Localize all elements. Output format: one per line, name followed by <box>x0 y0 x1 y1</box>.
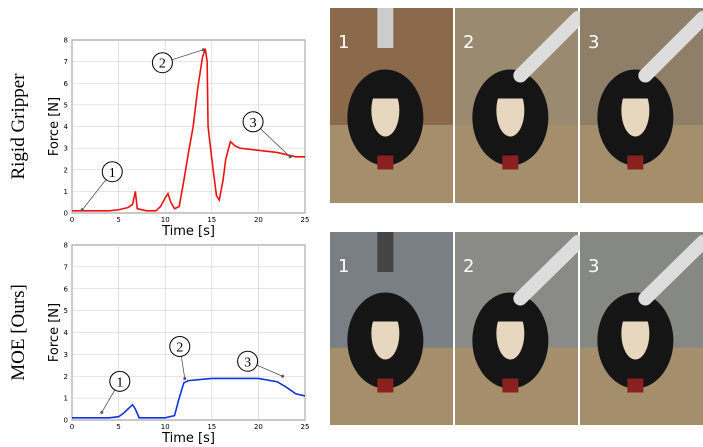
x-tick-label: 25 <box>301 423 310 431</box>
x-tick-label: 5 <box>116 216 120 224</box>
photo-label: 1 <box>338 32 349 53</box>
x-tick-label: 10 <box>161 216 170 224</box>
y-tick-label: 2 <box>64 166 68 174</box>
annotation-label: 2 <box>176 340 183 355</box>
annotation-dot <box>281 374 285 378</box>
annotation-circle <box>237 350 259 372</box>
photo-label: 3 <box>588 32 599 53</box>
x-axis-label: Time [s] <box>161 224 215 239</box>
y-tick-label: 1 <box>64 188 68 196</box>
x-tick-label: 25 <box>301 216 310 224</box>
robot-arm <box>638 11 703 83</box>
y-tick-label: 0 <box>64 417 68 425</box>
annotation-dot <box>100 410 104 414</box>
x-tick-label: 0 <box>70 423 74 431</box>
y-tick-label: 4 <box>64 123 69 131</box>
stand <box>627 155 644 170</box>
stand <box>502 155 519 170</box>
line <box>72 377 306 419</box>
x-tick-label: 20 <box>254 423 263 431</box>
fringe <box>619 303 652 322</box>
fringe <box>494 80 527 99</box>
y-tick-label: 7 <box>64 58 68 66</box>
gripper <box>377 8 394 48</box>
fringe <box>369 80 402 99</box>
robot-arm <box>513 11 585 83</box>
annotation-dot <box>288 155 292 159</box>
stand <box>502 378 519 393</box>
fringe <box>369 303 402 322</box>
x-tick-label: 20 <box>254 216 263 224</box>
y-tick-label: 7 <box>64 263 68 271</box>
photo-label: 2 <box>463 256 474 277</box>
annotation-label: 1 <box>109 166 116 181</box>
y-tick-label: 3 <box>64 145 68 153</box>
y-tick-label: 5 <box>64 101 68 109</box>
y-tick-label: 5 <box>64 307 68 315</box>
photo-label: 3 <box>588 256 599 277</box>
robot-arm <box>513 235 585 306</box>
line <box>72 48 305 212</box>
annotation-label: 1 <box>116 375 123 390</box>
annotation-dot <box>183 376 187 380</box>
annotation-dot <box>201 48 205 52</box>
row-label: MOE [Ours] <box>8 284 29 381</box>
annotation-circle <box>151 52 173 74</box>
stand <box>377 378 394 393</box>
annotation-circle <box>101 161 123 183</box>
stand <box>377 155 394 170</box>
photos: 1 2 3 1 2 3 <box>330 8 703 425</box>
x-tick-label: 5 <box>116 423 120 431</box>
annotation-label: 3 <box>250 116 257 131</box>
stand <box>627 378 644 393</box>
x-tick-label: 10 <box>161 423 170 431</box>
y-tick-label: 8 <box>64 37 68 45</box>
y-tick-label: 2 <box>64 373 68 381</box>
x-axis-label: Time [s] <box>161 431 215 446</box>
x-tick-label: 15 <box>207 216 216 224</box>
y-tick-label: 6 <box>64 80 69 88</box>
annotation-circle <box>169 335 191 357</box>
y-tick-label: 6 <box>64 285 69 293</box>
y-tick-label: 1 <box>64 395 68 403</box>
photo-label: 2 <box>463 32 474 53</box>
annotation-circle <box>242 111 264 133</box>
x-tick-label: 15 <box>207 423 216 431</box>
annotation-dot <box>80 208 84 212</box>
annotation-circle <box>109 370 131 392</box>
y-tick-label: 0 <box>64 210 68 218</box>
chart: 0 5 10 15 20 25 0 1 2 3 4 5 6 7 8 Time [s] Force [N] MOE … <box>8 242 309 447</box>
y-tick-label: 3 <box>64 351 68 359</box>
y-axis-label: Force [N] <box>47 303 62 362</box>
gripper <box>377 232 394 272</box>
row-label: Rigid Gripper <box>8 73 29 180</box>
x-tick-label: 0 <box>70 216 74 224</box>
robot-arm <box>638 235 703 306</box>
fringe <box>494 303 527 322</box>
chart: 0 5 10 15 20 25 0 1 2 3 4 5 6 7 8 Time [s] Force [N] Rigi… <box>8 37 309 240</box>
fringe <box>619 80 652 99</box>
annotation-label: 2 <box>159 57 166 72</box>
y-axis-label: Force [N] <box>47 97 62 156</box>
y-tick-label: 8 <box>64 242 68 250</box>
y-tick-label: 4 <box>64 329 69 337</box>
annotation-label: 3 <box>244 355 251 370</box>
photo-label: 1 <box>338 256 349 277</box>
